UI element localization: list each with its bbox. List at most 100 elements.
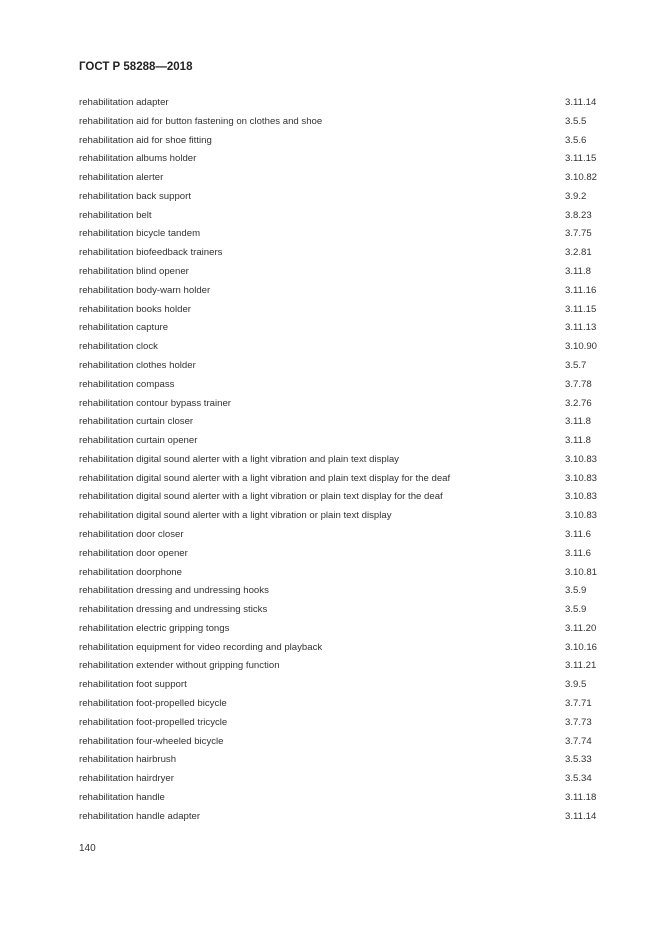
index-entry: rehabilitation doorphone 3.10.81 xyxy=(79,566,609,585)
entry-term: rehabilitation digital sound alerter wit… xyxy=(79,453,399,465)
entry-reference: 3.10.90 xyxy=(565,341,598,353)
entry-term: rehabilitation equipment for video recor… xyxy=(79,641,323,653)
index-entry: rehabilitation digital sound alerter wit… xyxy=(79,453,609,472)
index-entry: rehabilitation aid for shoe fitting 3.5.6 xyxy=(79,134,609,153)
index-entry: rehabilitation hairdryer 3.5.34 xyxy=(79,772,609,791)
index-entry: rehabilitation albums holder 3.11.15 xyxy=(79,152,609,171)
entry-term: rehabilitation adapter xyxy=(79,97,169,108)
entry-reference: 3.11.6 xyxy=(565,528,591,540)
entry-term: rehabilitation back support xyxy=(79,190,191,202)
entry-term: rehabilitation door opener xyxy=(79,547,188,559)
entry-term: rehabilitation contour bypass trainer xyxy=(79,397,231,409)
entry-term: rehabilitation aid for button fastening … xyxy=(79,115,323,127)
entry-reference: 3.9.2 xyxy=(565,190,587,202)
index-entry: rehabilitation clothes holder 3.5.7 xyxy=(79,359,609,378)
index-entry: rehabilitation books holder 3.11.15 xyxy=(79,303,609,322)
entry-term: rehabilitation clothes holder xyxy=(79,359,196,371)
entry-reference: 3.11.15 xyxy=(565,303,597,315)
entry-term: rehabilitation handle xyxy=(79,791,165,803)
entry-reference: 3.10.81 xyxy=(565,566,598,578)
entry-reference: 3.5.7 xyxy=(565,359,587,371)
index-entry: rehabilitation extender without gripping… xyxy=(79,659,609,678)
index-entry: rehabilitation back support 3.9.2 xyxy=(79,190,609,209)
entry-reference: 3.11.21 xyxy=(565,660,597,672)
entry-term: rehabilitation hairbrush xyxy=(79,754,177,766)
entry-term: rehabilitation curtain opener xyxy=(79,435,198,447)
entry-term: rehabilitation hairdryer xyxy=(79,773,174,785)
entry-reference: 3.7.73 xyxy=(565,716,592,728)
index-entry: rehabilitation foot-propelled bicycle 3.7… xyxy=(79,697,609,716)
entry-reference: 3.11.14 xyxy=(565,810,597,822)
index-entry: rehabilitation compass 3.7.78 xyxy=(79,378,609,397)
index-entry: rehabilitation contour bypass trainer 3.2… xyxy=(79,397,609,416)
index-entry: rehabilitation electric gripping tongs 3.… xyxy=(79,622,609,641)
entry-reference: 3.11.15 xyxy=(565,153,597,165)
entry-reference: 3.10.83 xyxy=(565,453,598,465)
entry-reference: 3.11.8 xyxy=(565,435,591,447)
entry-term: rehabilitation alerter xyxy=(79,172,164,184)
entry-term: rehabilitation blind opener xyxy=(79,266,189,278)
index-entry: rehabilitation curtain closer 3.11.8 xyxy=(79,415,609,434)
index-entry: rehabilitation bicycle tandem 3.7.75 xyxy=(79,227,609,246)
index-entry: rehabilitation dressing and undressing s… xyxy=(79,603,609,622)
entry-reference: 3.7.71 xyxy=(565,698,592,709)
index-list: rehabilitation adapter 3.11.14 rehabilitat… xyxy=(79,96,609,828)
entry-term: rehabilitation dressing and undressing h… xyxy=(79,585,269,597)
entry-term: rehabilitation doorphone xyxy=(79,566,182,578)
index-entry: rehabilitation foot support 3.9.5 xyxy=(79,678,609,697)
entry-reference: 3.5.9 xyxy=(565,604,587,616)
index-entry: rehabilitation alerter 3.10.82 xyxy=(79,171,609,190)
entry-reference: 3.11.16 xyxy=(565,284,597,296)
entry-reference: 3.2.76 xyxy=(565,397,592,409)
entry-reference: 3.10.83 xyxy=(565,491,598,503)
entry-term: rehabilitation digital sound alerter wit… xyxy=(79,510,392,522)
entry-reference: 3.11.14 xyxy=(565,97,597,108)
index-entry: rehabilitation blind opener 3.11.8 xyxy=(79,265,609,284)
entry-term: rehabilitation biofeedback trainers xyxy=(79,247,223,259)
index-entry: rehabilitation digital sound alerter wit… xyxy=(79,490,609,509)
entry-reference: 3.5.33 xyxy=(565,754,592,766)
entry-reference: 3.5.5 xyxy=(565,115,587,127)
entry-term: rehabilitation digital sound alerter wit… xyxy=(79,491,443,503)
entry-reference: 3.10.16 xyxy=(565,641,598,653)
entry-term: rehabilitation books holder xyxy=(79,303,192,315)
document-header: ГОСТ Р 58288—2018 xyxy=(79,61,193,73)
entry-reference: 3.11.8 xyxy=(565,266,591,278)
index-entry: rehabilitation handle adapter 3.11.14 xyxy=(79,810,609,829)
entry-reference: 3.7.74 xyxy=(565,735,592,747)
entry-term: rehabilitation albums holder xyxy=(79,153,197,165)
entry-term: rehabilitation belt xyxy=(79,209,152,221)
entry-term: rehabilitation bicycle tandem xyxy=(79,228,201,240)
entry-term: rehabilitation aid for shoe fitting xyxy=(79,134,212,146)
entry-reference: 3.8.23 xyxy=(565,209,592,221)
entry-term: rehabilitation clock xyxy=(79,341,158,353)
entry-term: rehabilitation door closer xyxy=(79,528,184,540)
entry-reference: 3.11.18 xyxy=(565,791,597,803)
entry-term: rehabilitation foot-propelled tricycle xyxy=(79,716,228,728)
index-entry: rehabilitation body-warn holder 3.11.16 xyxy=(79,284,609,303)
index-entry: rehabilitation digital sound alerter wit… xyxy=(79,472,609,491)
entry-term: rehabilitation four-wheeled bicycle xyxy=(79,735,224,747)
index-entry: rehabilitation handle 3.11.18 xyxy=(79,791,609,810)
entry-term: rehabilitation electric gripping tongs xyxy=(79,622,230,634)
entry-reference: 3.10.83 xyxy=(565,472,598,484)
entry-reference: 3.11.20 xyxy=(565,622,597,634)
entry-term: rehabilitation digital sound alerter wit… xyxy=(79,472,451,484)
index-entry: rehabilitation clock 3.10.90 xyxy=(79,340,609,359)
entry-reference: 3.2.81 xyxy=(565,247,592,259)
index-entry: rehabilitation door opener 3.11.6 xyxy=(79,547,609,566)
entry-reference: 3.5.34 xyxy=(565,773,592,785)
entry-reference: 3.10.83 xyxy=(565,510,598,522)
index-entry: rehabilitation four-wheeled bicycle 3.7.7… xyxy=(79,735,609,754)
index-entry: rehabilitation adapter 3.11.14 xyxy=(79,96,609,115)
index-entry: rehabilitation curtain opener 3.11.8 xyxy=(79,434,609,453)
entry-term: rehabilitation compass xyxy=(79,378,175,390)
index-entry: rehabilitation biofeedback trainers 3.2.8… xyxy=(79,246,609,265)
index-entry: rehabilitation belt 3.8.23 xyxy=(79,209,609,228)
page-number: 140 xyxy=(79,843,96,854)
index-entry: rehabilitation equipment for video recor… xyxy=(79,641,609,660)
index-entry: rehabilitation aid for button fastening … xyxy=(79,115,609,134)
entry-reference: 3.10.82 xyxy=(565,172,598,184)
entry-reference: 3.7.75 xyxy=(565,228,592,240)
entry-reference: 3.5.6 xyxy=(565,134,587,146)
